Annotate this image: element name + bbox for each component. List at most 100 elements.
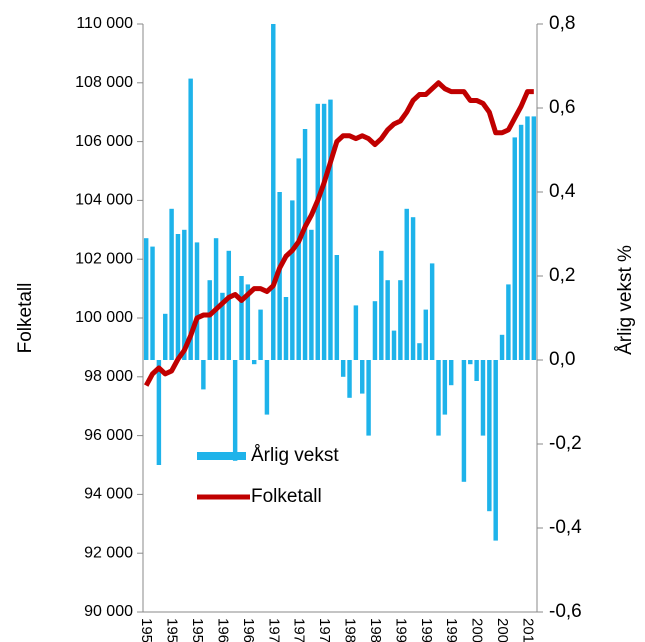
- legend-label: Folketall: [251, 486, 322, 507]
- x-tick-label: 2007: [494, 618, 511, 642]
- bar: [474, 360, 479, 381]
- bar: [182, 229, 187, 360]
- bar: [448, 360, 454, 386]
- bar: [271, 24, 276, 360]
- legend-label: Årlig vekst: [251, 445, 339, 466]
- bar: [340, 360, 346, 377]
- y-tick-label: 90 000: [84, 603, 133, 620]
- bar: [290, 200, 295, 360]
- y2-tick-label: 0,0: [549, 349, 575, 370]
- x-tick-label: 1983: [342, 618, 359, 642]
- bar: [518, 124, 524, 360]
- bar: [379, 250, 384, 360]
- y-tick-label: 106 000: [75, 133, 133, 150]
- y-tick-label: 108 000: [75, 74, 133, 91]
- bar: [302, 129, 308, 360]
- bar: [201, 360, 206, 390]
- bar: [251, 360, 257, 365]
- y2-tick-label: 0,6: [549, 97, 575, 118]
- bar: [429, 263, 435, 360]
- x-tick-label: 1991: [392, 618, 409, 642]
- bar: [309, 229, 314, 360]
- bar: [480, 360, 486, 436]
- bar: [207, 280, 212, 360]
- y-tick-label: 94 000: [84, 486, 133, 503]
- bar: [366, 360, 371, 436]
- bar: [328, 99, 333, 360]
- y2-tick-label: 0,2: [549, 265, 575, 286]
- x-tick-label: 1951: [138, 618, 155, 642]
- line: [143, 80, 534, 387]
- x-tick-label: 1987: [367, 618, 384, 642]
- x-tick-label: 1967: [240, 618, 257, 642]
- bar: [220, 292, 225, 360]
- bar: [315, 103, 320, 361]
- bar: [442, 360, 448, 415]
- bar: [499, 334, 505, 360]
- bar: [410, 217, 416, 360]
- bar: [417, 343, 422, 360]
- bar: [423, 309, 429, 360]
- bar: [258, 309, 263, 360]
- bar: [506, 284, 511, 360]
- bar: [239, 276, 244, 360]
- bar: [283, 297, 289, 360]
- y2-tick-label: -0,4: [549, 517, 582, 538]
- bar: [398, 280, 403, 360]
- bar: [531, 116, 537, 361]
- y2-tick-label: 0,4: [549, 181, 576, 202]
- y-tick-label: 102 000: [75, 250, 133, 267]
- y2-tick-label: -0,2: [549, 433, 582, 454]
- x-tick-label: 1963: [214, 618, 231, 642]
- x-tick-label: 2003: [469, 618, 486, 642]
- y-tick-label: 104 000: [75, 192, 133, 209]
- x-tick-label: 1959: [189, 618, 206, 642]
- x-tick-label: 1975: [291, 618, 308, 642]
- bar: [150, 246, 155, 360]
- bar: [264, 360, 270, 415]
- bar: [188, 78, 193, 360]
- y-tick-label: 96 000: [84, 427, 133, 444]
- y2-axis-title: Årlig vekst %: [615, 245, 636, 355]
- bar: [175, 234, 181, 360]
- bar: [525, 116, 530, 361]
- bar: [226, 250, 232, 360]
- y-axis-title: Folketall: [15, 283, 36, 354]
- bar: [391, 330, 397, 360]
- y-tick-label: 98 000: [84, 368, 133, 385]
- x-tick-label: 1999: [443, 618, 460, 642]
- x-tick-label: 1955: [164, 618, 181, 642]
- bar: [163, 313, 168, 360]
- bar: [372, 301, 378, 360]
- y-tick-label: 92 000: [84, 544, 133, 561]
- bar: [487, 360, 492, 512]
- bar: [321, 103, 327, 361]
- bar: [156, 360, 162, 465]
- x-tick-label: 2011: [519, 618, 536, 642]
- bar: [334, 255, 340, 360]
- bar: [404, 208, 409, 360]
- bar: [296, 158, 301, 360]
- y-tick-label: 110 000: [76, 15, 133, 32]
- bar: [468, 360, 473, 365]
- bar: [512, 137, 517, 360]
- y2-tick-label: 0,8: [549, 13, 575, 34]
- bar: [461, 360, 467, 482]
- x-tick-label: 1979: [316, 618, 333, 642]
- bar: [277, 192, 282, 360]
- bar: [194, 242, 200, 360]
- bar: [353, 305, 359, 360]
- bar: [143, 238, 149, 360]
- bar: [245, 284, 251, 360]
- y2-tick-label: -0,6: [549, 601, 582, 622]
- bar: [493, 360, 498, 541]
- bar: [436, 360, 441, 436]
- bar: [347, 360, 352, 398]
- legend-swatch: [197, 452, 246, 460]
- bar: [169, 208, 174, 360]
- x-tick-label: 1995: [418, 618, 435, 642]
- bar: [385, 280, 390, 360]
- bar: [213, 238, 219, 360]
- y-tick-label: 100 000: [75, 309, 133, 326]
